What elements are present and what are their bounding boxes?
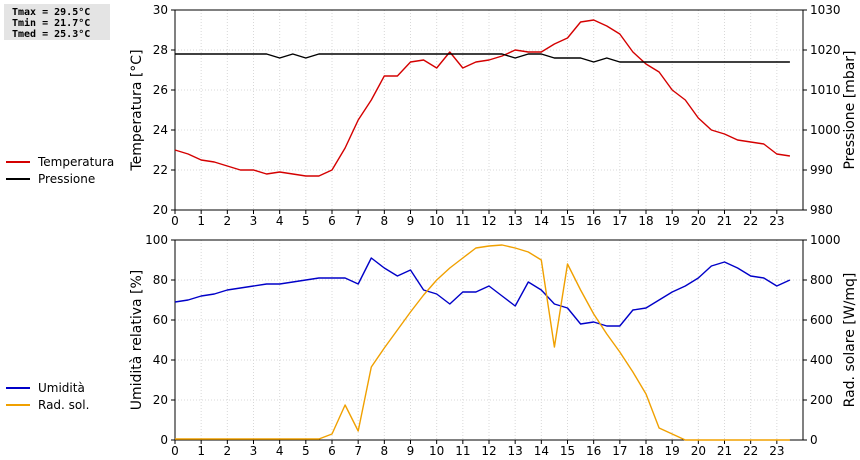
legend-swatch-radsol: [6, 403, 30, 406]
x-tick-label: 6: [328, 214, 336, 228]
x-tick-label: 20: [691, 444, 706, 458]
x-tick-label: 17: [612, 444, 627, 458]
y-tick-label: 24: [153, 123, 168, 137]
x-tick-label: 1: [197, 214, 205, 228]
x-tick-label: 8: [381, 214, 389, 228]
x-tick-label: 10: [429, 444, 444, 458]
y-tick-label: 22: [153, 163, 168, 177]
y2-axis-label: Pressione [mbar]: [842, 50, 858, 169]
x-tick-label: 9: [407, 444, 415, 458]
legend-label-temperatura: Temperatura: [38, 154, 115, 169]
x-tick-label: 19: [665, 444, 680, 458]
tmin-text: Tmin = 21.7°C: [12, 18, 91, 29]
legend-item-temperatura: Temperatura: [6, 153, 114, 170]
y-tick-label: 20: [153, 393, 168, 407]
tmax-text: Tmax = 29.5°C: [12, 7, 91, 18]
x-tick-label: 12: [481, 444, 496, 458]
x-tick-label: 0: [171, 444, 179, 458]
y-tick-label: 60: [153, 313, 168, 327]
x-tick-label: 0: [171, 214, 179, 228]
x-tick-label: 18: [638, 444, 653, 458]
legend-bottom: Umidità Rad. sol.: [6, 379, 89, 413]
x-tick-label: 19: [665, 214, 680, 228]
x-tick-label: 2: [224, 214, 232, 228]
y2-tick-label: 1020: [810, 43, 841, 57]
y2-tick-label: 1010: [810, 83, 841, 97]
y2-tick-label: 600: [810, 313, 833, 327]
y-tick-label: 20: [153, 203, 168, 217]
x-tick-label: 18: [638, 214, 653, 228]
y2-tick-label: 400: [810, 353, 833, 367]
legend-item-pressione: Pressione: [6, 170, 114, 187]
y-tick-label: 26: [153, 83, 168, 97]
legend-swatch-umidita: [6, 386, 30, 389]
tmed-text: Tmed = 25.3°C: [12, 29, 91, 40]
x-tick-label: 23: [769, 444, 784, 458]
x-tick-label: 21: [717, 444, 732, 458]
x-tick-label: 2: [224, 444, 232, 458]
x-tick-label: 16: [586, 214, 601, 228]
y2-tick-label: 1000: [810, 233, 841, 247]
y2-tick-label: 1030: [810, 3, 841, 17]
x-tick-label: 21: [717, 214, 732, 228]
x-tick-label: 11: [455, 214, 470, 228]
x-tick-label: 16: [586, 444, 601, 458]
legend-item-radsol: Rad. sol.: [6, 396, 89, 413]
x-tick-label: 13: [508, 214, 523, 228]
x-tick-label: 15: [560, 444, 575, 458]
legend-label-radsol: Rad. sol.: [38, 397, 90, 412]
x-tick-label: 8: [381, 444, 389, 458]
legend-top: Temperatura Pressione: [6, 153, 114, 187]
stats-box: Tmax = 29.5°C Tmin = 21.7°C Tmed = 25.3°…: [4, 4, 110, 40]
legend-swatch-pressione: [6, 177, 30, 180]
y2-tick-label: 0: [810, 433, 818, 447]
y-tick-label: 40: [153, 353, 168, 367]
y2-tick-label: 200: [810, 393, 833, 407]
x-tick-label: 4: [276, 444, 284, 458]
x-tick-label: 3: [250, 444, 258, 458]
x-tick-label: 13: [508, 444, 523, 458]
x-tick-label: 9: [407, 214, 415, 228]
x-tick-label: 4: [276, 214, 284, 228]
x-tick-label: 14: [534, 444, 549, 458]
y2-tick-label: 1000: [810, 123, 841, 137]
series-line-rad-sol: [175, 244, 790, 441]
y2-tick-label: 800: [810, 273, 833, 287]
y-tick-label: 80: [153, 273, 168, 287]
x-tick-label: 20: [691, 214, 706, 228]
x-tick-label: 22: [743, 444, 758, 458]
x-tick-label: 1: [197, 444, 205, 458]
x-tick-label: 15: [560, 214, 575, 228]
legend-label-pressione: Pressione: [38, 171, 96, 186]
legend-item-umidita: Umidità: [6, 379, 89, 396]
x-tick-label: 14: [534, 214, 549, 228]
y-tick-label: 30: [153, 3, 168, 17]
legend-swatch-temperatura: [6, 160, 30, 163]
y-tick-label: 0: [160, 433, 168, 447]
x-tick-label: 17: [612, 214, 627, 228]
y2-axis-label: Rad. solare [W/mq]: [842, 273, 858, 408]
y2-tick-label: 990: [810, 163, 833, 177]
x-tick-label: 22: [743, 214, 758, 228]
y2-tick-label: 980: [810, 203, 833, 217]
x-tick-label: 6: [328, 444, 336, 458]
series-line-umidit: [174, 257, 791, 327]
x-tick-label: 12: [481, 214, 496, 228]
x-tick-label: 10: [429, 214, 444, 228]
series-line-temperatura: [174, 19, 791, 177]
x-tick-label: 5: [302, 214, 310, 228]
y-axis-label: Temperatura [°C]: [129, 49, 145, 171]
x-tick-label: 23: [769, 214, 784, 228]
y-tick-label: 100: [145, 233, 168, 247]
x-tick-label: 7: [354, 444, 362, 458]
y-axis-label: Umidità relativa [%]: [129, 270, 145, 411]
legend-label-umidita: Umidità: [38, 380, 85, 395]
x-tick-label: 3: [250, 214, 258, 228]
series-line-pressione: [175, 53, 790, 63]
x-tick-label: 7: [354, 214, 362, 228]
x-tick-label: 5: [302, 444, 310, 458]
y-tick-label: 28: [153, 43, 168, 57]
x-tick-label: 11: [455, 444, 470, 458]
